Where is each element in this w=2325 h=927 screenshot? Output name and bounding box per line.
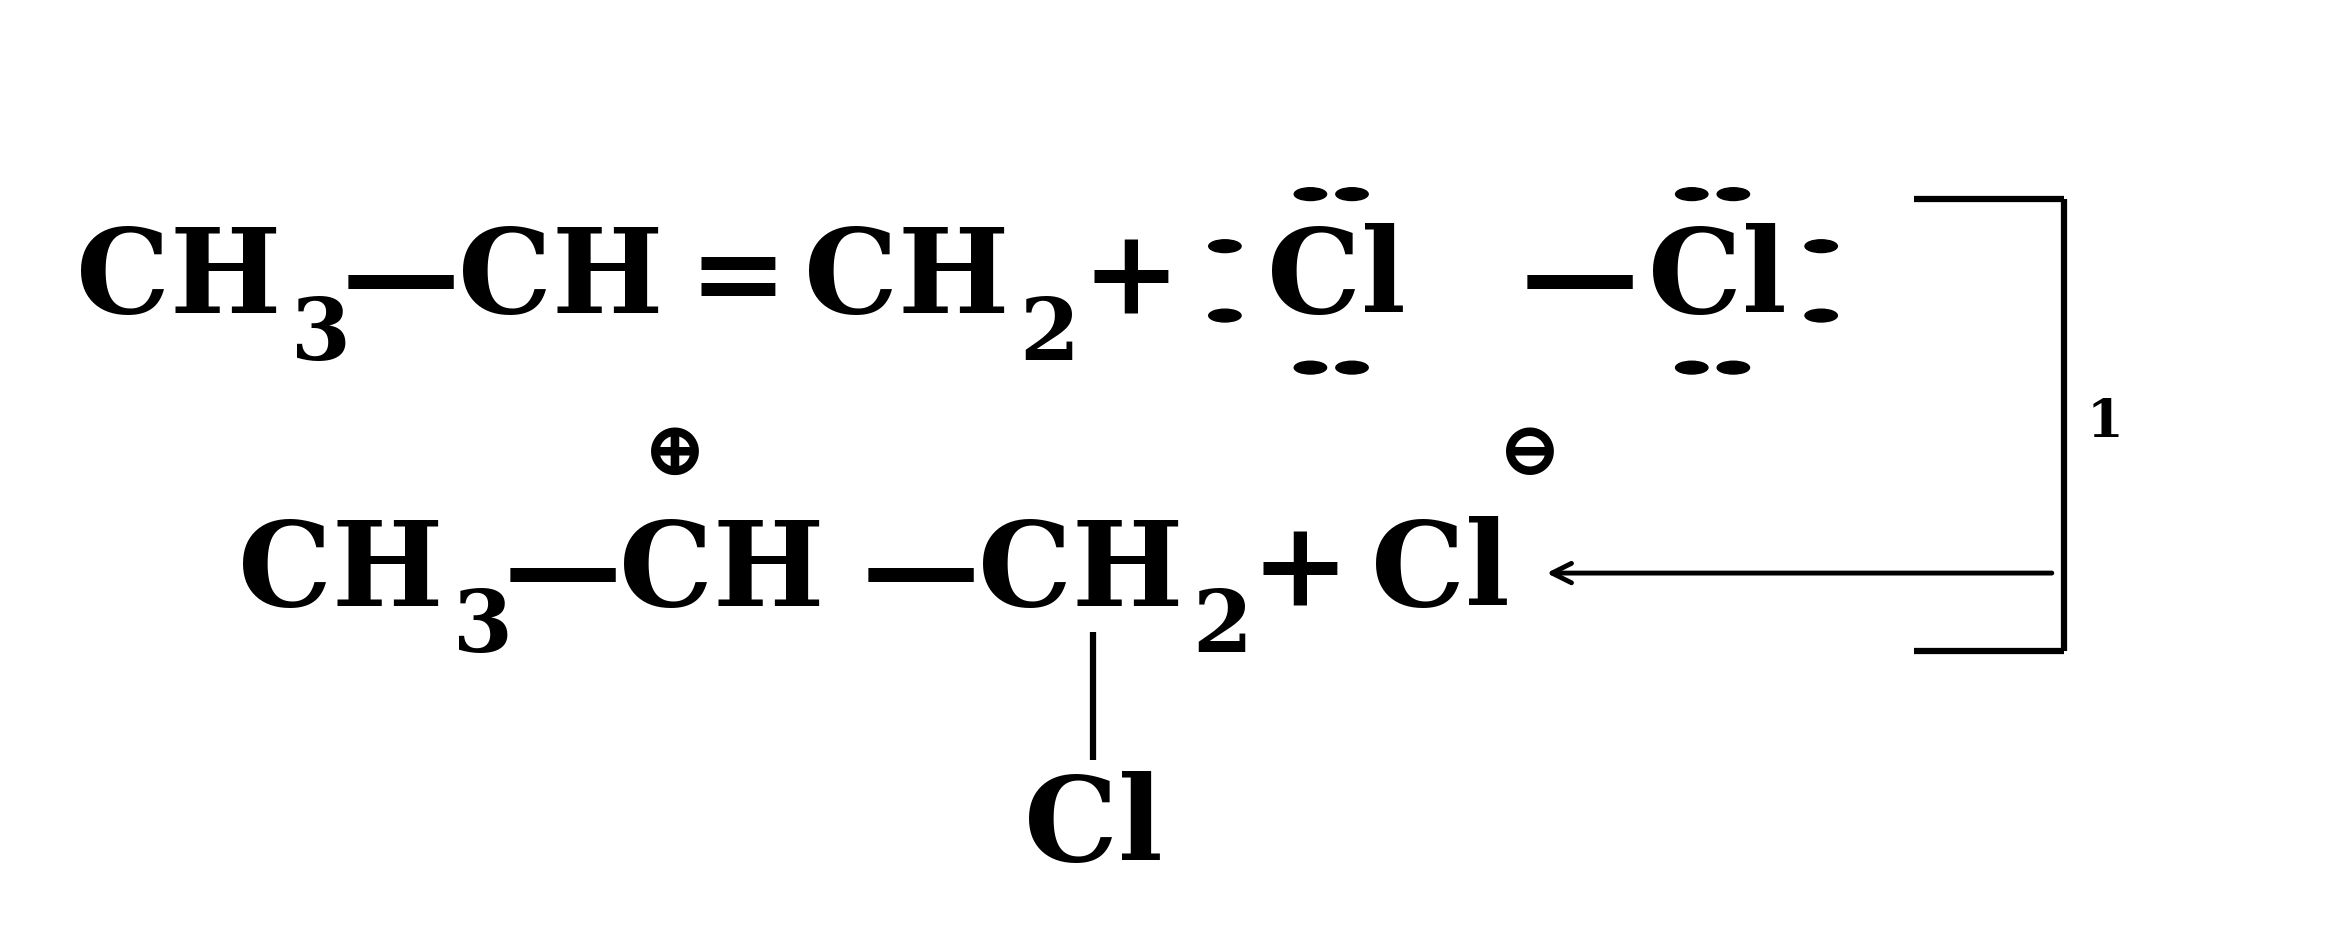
Circle shape (1209, 310, 1242, 322)
Circle shape (1295, 362, 1328, 374)
Text: Cl: Cl (1648, 223, 1786, 338)
Circle shape (1804, 240, 1837, 252)
Text: CH: CH (77, 223, 281, 338)
Circle shape (1209, 240, 1242, 252)
Text: CH: CH (976, 515, 1183, 630)
Text: 2: 2 (1018, 294, 1079, 377)
Circle shape (1337, 188, 1367, 200)
Text: —: — (342, 223, 460, 338)
Circle shape (1718, 362, 1748, 374)
Text: 3: 3 (453, 586, 514, 670)
Circle shape (1676, 362, 1709, 374)
Text: 1: 1 (2088, 397, 2123, 448)
Text: —: — (1521, 223, 1639, 338)
Text: CH: CH (237, 515, 444, 630)
Text: —: — (505, 515, 623, 630)
Text: Cl: Cl (1023, 771, 1162, 886)
Text: —: — (863, 515, 981, 630)
Text: +: + (1081, 223, 1181, 338)
Text: 2: 2 (1193, 586, 1253, 670)
Text: ⊕: ⊕ (642, 417, 707, 491)
Text: Cl: Cl (1267, 223, 1404, 338)
Text: ⊖: ⊖ (1497, 417, 1562, 491)
Text: CH: CH (458, 223, 663, 338)
Text: 3: 3 (291, 294, 351, 377)
Circle shape (1295, 188, 1328, 200)
Text: CH: CH (618, 515, 825, 630)
Text: Cl: Cl (1369, 515, 1509, 630)
Circle shape (1804, 310, 1837, 322)
Text: CH: CH (804, 223, 1009, 338)
Text: =: = (688, 223, 788, 338)
Circle shape (1337, 362, 1367, 374)
Circle shape (1718, 188, 1748, 200)
Circle shape (1676, 188, 1709, 200)
Text: +: + (1251, 515, 1348, 630)
